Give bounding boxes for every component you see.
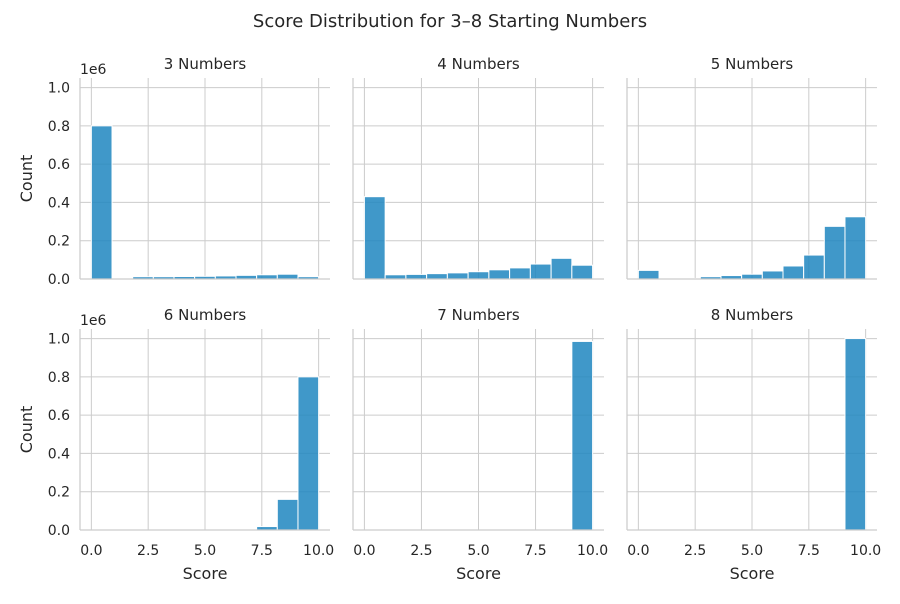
y-tick-label: 0.8 (48, 119, 70, 135)
x-tick-label: 7.5 (798, 543, 820, 559)
x-axis-label: Score (456, 564, 501, 583)
y-offset-label: 1e6 (80, 313, 107, 329)
x-tick-label: 2.5 (410, 543, 432, 559)
histogram-bar (824, 226, 845, 279)
histogram-bar (572, 341, 593, 530)
y-tick-label: 0.0 (48, 272, 70, 288)
x-tick-label: 5.0 (194, 543, 216, 559)
panel-3: 5 Numbers (627, 55, 877, 279)
histogram-bar (364, 197, 385, 279)
y-axis-label: Count (17, 406, 36, 454)
panel-1: 3 Numbers 0.0 0.2 0.4 0.6 0.8 1.0 Count 1e6 (17, 55, 330, 288)
x-tick-label: 10.0 (577, 543, 608, 559)
x-tick-label: 10.0 (850, 543, 881, 559)
panel-4: 6 Numbers 0.0 0.2 0.4 0.6 0.8 1.0 Count 1e6 0.0 2.… (17, 306, 334, 583)
panel-title: 7 Numbers (437, 306, 520, 324)
histogram-bar (468, 272, 489, 279)
x-tick-label: 7.5 (524, 543, 546, 559)
x-tick-label: 10.0 (303, 543, 334, 559)
histogram-bar (783, 266, 804, 279)
panel-6: 8 Numbers 0.0 2.5 5.0 7.5 10.0 Score (627, 306, 881, 583)
x-tick-label: 2.5 (684, 543, 706, 559)
histogram-bar (551, 258, 572, 279)
y-tick-label: 0.4 (48, 446, 70, 462)
x-axis-label: Score (730, 564, 775, 583)
histogram-bar (845, 339, 866, 530)
histogram-bar (742, 274, 763, 279)
x-tick-label: 7.5 (251, 543, 273, 559)
x-tick-label: 0.0 (353, 543, 375, 559)
y-tick-label: 0.2 (48, 485, 70, 501)
y-tick-label: 0.6 (48, 157, 70, 173)
histogram-bar (572, 265, 593, 279)
x-tick-label: 0.0 (80, 543, 102, 559)
histogram-bar (277, 499, 298, 530)
histogram-bar (257, 275, 278, 279)
histogram-bar (427, 274, 448, 279)
y-tick-label: 0.6 (48, 408, 70, 424)
panel-title: 4 Numbers (437, 55, 520, 73)
x-tick-label: 5.0 (467, 543, 489, 559)
panel-2: 4 Numbers (353, 55, 604, 279)
histogram-bar (91, 126, 112, 279)
y-tick-label: 0.2 (48, 234, 70, 250)
panel-title: 5 Numbers (711, 55, 794, 73)
x-tick-label: 0.0 (627, 543, 649, 559)
panel-title: 6 Numbers (164, 306, 247, 324)
panel-title: 8 Numbers (711, 306, 794, 324)
x-axis-label: Score (183, 564, 228, 583)
x-tick-label: 5.0 (741, 543, 763, 559)
y-tick-label: 0.4 (48, 195, 70, 211)
histogram-bar (406, 274, 427, 279)
histogram-bar (277, 274, 298, 279)
histogram-bar (447, 273, 468, 279)
y-tick-label: 1.0 (48, 332, 70, 348)
y-tick-label: 0.0 (48, 523, 70, 539)
histogram-bar (298, 377, 319, 530)
y-axis-label: Count (17, 155, 36, 203)
figure-title: Score Distribution for 3–8 Starting Numb… (253, 11, 647, 32)
panel-title: 3 Numbers (164, 55, 247, 73)
histogram-bar (385, 275, 406, 279)
histogram-bar (489, 270, 510, 279)
histogram-bar (638, 270, 659, 279)
histogram-bar (510, 268, 531, 279)
y-tick-label: 0.8 (48, 370, 70, 386)
x-tick-label: 2.5 (137, 543, 159, 559)
histogram-bar (762, 271, 783, 279)
y-tick-label: 1.0 (48, 81, 70, 97)
histogram-bar (845, 217, 866, 279)
panel-5: 7 Numbers 0.0 2.5 5.0 7.5 10.0 Score (353, 306, 608, 583)
histogram-bar (530, 264, 551, 279)
y-offset-label: 1e6 (80, 62, 107, 78)
histogram-bar (804, 255, 825, 279)
